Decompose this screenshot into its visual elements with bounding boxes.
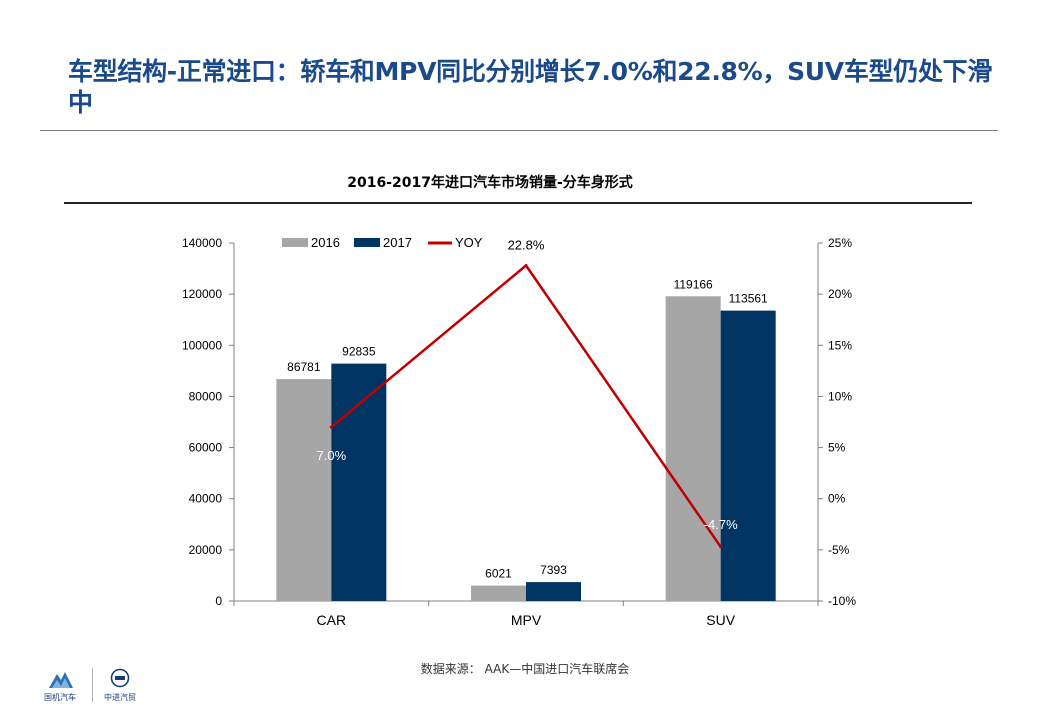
y-right-tick-label: -5%: [828, 543, 850, 557]
yoy-point: [524, 264, 528, 268]
bar-data-label: 6021: [485, 567, 512, 581]
y-right-tick-label: 25%: [828, 236, 852, 250]
logo-left-text: 国机汽车: [44, 693, 76, 702]
legend-label: 2016: [311, 235, 340, 250]
yoy-line: [330, 263, 722, 548]
bar-data-label: 113561: [729, 292, 768, 306]
yoy-point: [719, 545, 723, 549]
y-left-tick-label: 20000: [189, 543, 223, 557]
y-left-tick-label: 0: [215, 594, 222, 608]
y-right-tick-label: 15%: [828, 338, 852, 352]
yoy-data-label: 7.0%: [317, 448, 347, 463]
bar-2017-CAR: [331, 363, 387, 601]
x-tick-label: CAR: [317, 612, 347, 628]
cniec-logo-icon: [110, 668, 130, 688]
y-right-tick-label: -10%: [828, 594, 856, 608]
y-left-tick-label: 40000: [189, 492, 223, 506]
bar-2016-CAR: [276, 379, 332, 601]
sinomach-auto-logo-icon: [49, 672, 73, 688]
y-left-tick-label: 140000: [182, 236, 222, 250]
y-left-tick-label: 120000: [182, 287, 222, 301]
legend-label: 2017: [383, 235, 412, 250]
y-left-tick-label: 100000: [182, 338, 222, 352]
yoy-data-label: -4.7%: [704, 517, 738, 532]
y-right-tick-label: 20%: [828, 287, 852, 301]
chart-title-divider: [64, 202, 972, 204]
x-tick-label: MPV: [511, 612, 542, 628]
legend-swatch-2017: [354, 238, 380, 247]
bar-2016-SUV: [665, 296, 721, 601]
bar-data-label: 7393: [540, 563, 567, 577]
legend-label: YOY: [455, 235, 483, 250]
bar-data-label: 92835: [342, 345, 376, 359]
yoy-data-label: 22.8%: [508, 238, 545, 253]
logo-divider: [92, 668, 93, 702]
bar-2016-MPV: [471, 585, 526, 601]
footer-logos: 国机汽车 中进汽贸: [14, 664, 154, 704]
x-tick-label: SUV: [706, 612, 735, 628]
legend-swatch-2016: [282, 238, 308, 247]
title-divider: [40, 130, 998, 131]
y-left-tick-label: 60000: [189, 441, 223, 455]
bar-2017-MPV: [526, 582, 581, 601]
bar-2017-SUV: [720, 310, 776, 601]
y-right-tick-label: 0%: [828, 492, 846, 506]
y-right-tick-label: 10%: [828, 389, 852, 403]
chart-title: 2016-2017年进口汽车市场销量-分车身形式: [347, 175, 633, 191]
bar-data-label: 119166: [674, 277, 713, 291]
logo-right-text: 中进汽贸: [104, 693, 136, 702]
y-left-tick-label: 80000: [189, 389, 223, 403]
y-right-tick-label: 5%: [828, 441, 846, 455]
bar-data-label: 86781: [287, 360, 321, 374]
source-note: 数据来源： AAK—中国进口汽车联席会: [420, 662, 630, 676]
yoy-point: [329, 425, 333, 429]
slide-title: 车型结构-正常进口：轿车和MPV同比分别增长7.0%和22.8%，SUV车型仍处…: [68, 57, 993, 117]
